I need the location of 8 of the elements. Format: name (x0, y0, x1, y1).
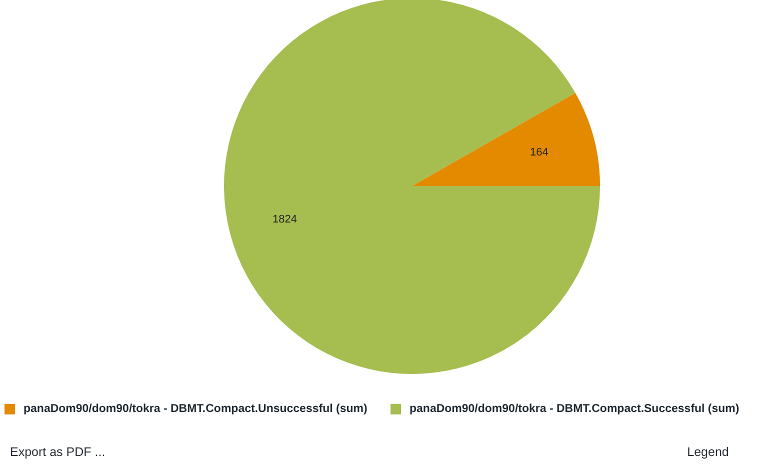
pie-slice (224, 0, 600, 374)
data-label: 1824 (272, 214, 298, 226)
text: Export as PDF ... (10, 445, 106, 459)
pie-slice (412, 92, 600, 186)
legend-label: panaDom90/dom90/tokra - DBMT.Compact.Successful (sum) (410, 403, 740, 416)
text: Legend (687, 445, 729, 459)
data-label: 164 (530, 146, 548, 158)
legend-label: panaDom90/dom90/tokra - DBMT.Compact.Unsuccessful (sum) (24, 403, 368, 416)
